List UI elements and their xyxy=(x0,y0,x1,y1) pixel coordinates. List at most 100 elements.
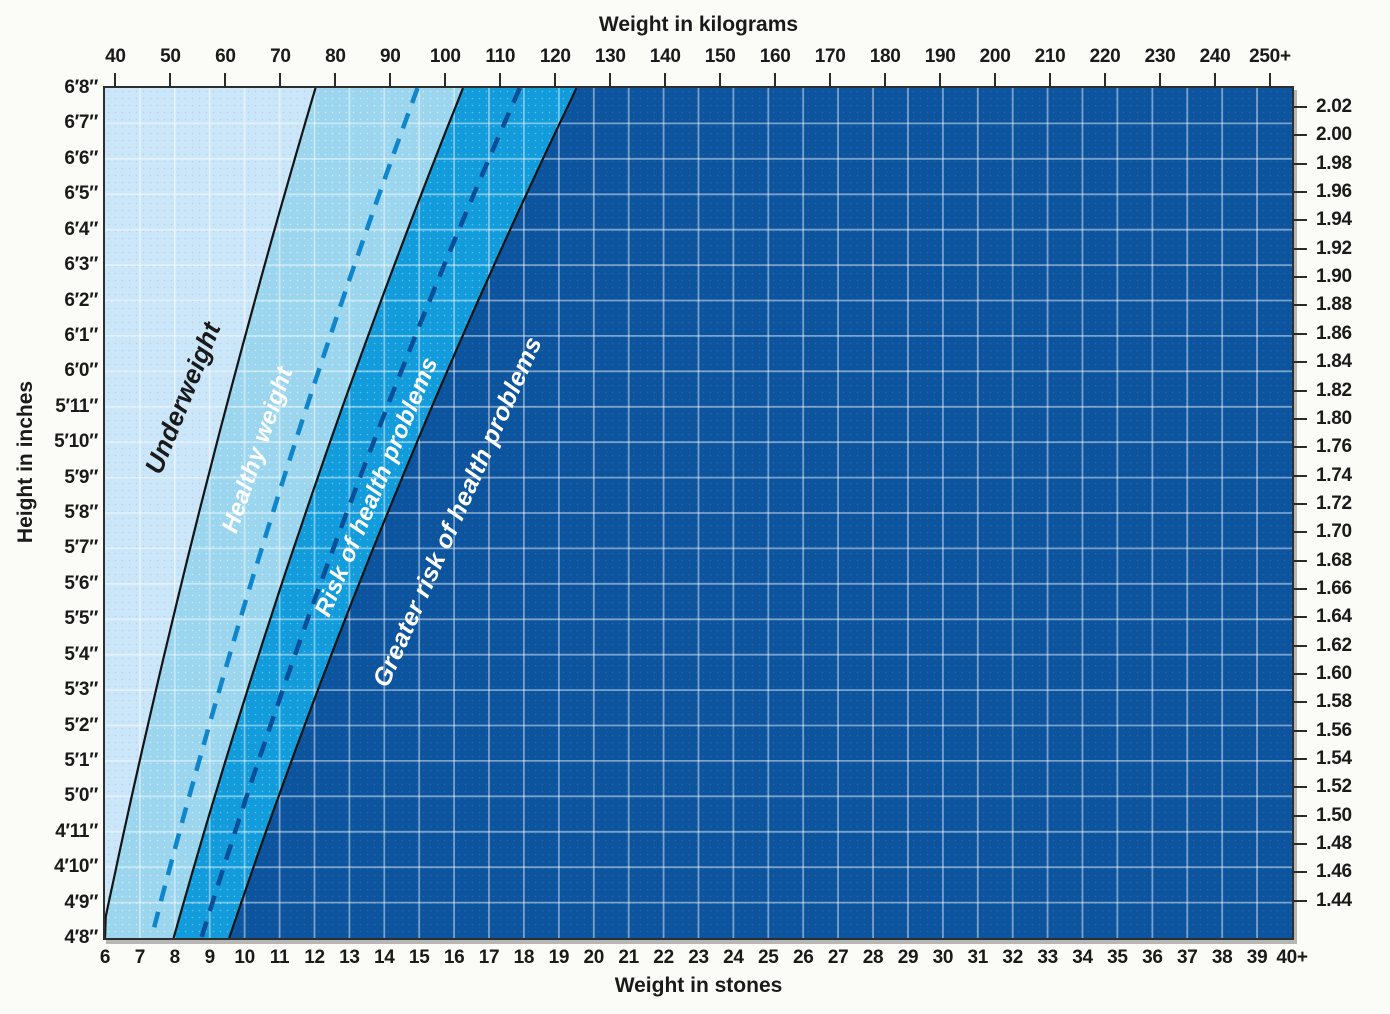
meters-tickmark xyxy=(1294,843,1307,846)
kg-tickmark xyxy=(884,73,887,88)
bottom-axis-title: Weight in stones xyxy=(614,974,783,997)
height-meters-tick-label: 1.68 xyxy=(1316,549,1352,571)
height-meters-tick-label: 1.62 xyxy=(1316,634,1352,656)
stone-tick-label: 22 xyxy=(653,947,674,968)
stone-tick-label: 8 xyxy=(169,947,181,968)
kg-tick-label: 210 xyxy=(1034,46,1066,67)
kg-tickmark xyxy=(554,73,557,88)
kg-tickmark xyxy=(1268,73,1271,88)
stone-tick-label: 39 xyxy=(1246,947,1268,968)
height-inches-tick-label: 4′11″ xyxy=(55,820,98,842)
kg-tickmark xyxy=(1159,73,1161,88)
kg-tick-label: 200 xyxy=(979,46,1011,67)
kg-tick-label: 230 xyxy=(1144,46,1176,67)
kg-tick-label: 50 xyxy=(160,46,181,67)
meters-tickmark xyxy=(1294,616,1307,619)
grid-lines xyxy=(105,88,1292,938)
height-inches-tick-label: 5′3″ xyxy=(64,679,98,701)
zone-risk-of-health-problems xyxy=(173,88,577,938)
height-meters-tick-label: 1.76 xyxy=(1316,436,1352,458)
height-meters-tick-label: 1.92 xyxy=(1316,237,1352,259)
stone-tick-label: 17 xyxy=(478,947,500,968)
height-meters-tick-label: 1.86 xyxy=(1316,322,1352,344)
meters-tickmark xyxy=(1294,673,1307,675)
height-inches-tick-label: 6′4″ xyxy=(64,218,98,240)
height-inches-tick-label: 5′1″ xyxy=(64,749,98,771)
kg-tickmark xyxy=(774,73,777,88)
meters-tickmark xyxy=(1294,502,1307,505)
height-inches-tick-label: 5′10″ xyxy=(54,431,98,453)
stone-tick-label: 33 xyxy=(1037,947,1058,968)
height-meters-tick-label: 1.90 xyxy=(1316,266,1352,288)
height-meters-tick-label: 1.52 xyxy=(1316,776,1352,798)
height-inches-tick-label: 6′8″ xyxy=(64,77,98,98)
height-meters-tick-label: 1.80 xyxy=(1316,407,1352,429)
stone-tick-label: 29 xyxy=(897,947,919,968)
height-meters-tick-label: 1.70 xyxy=(1316,521,1352,543)
kg-tick-label: 250+ xyxy=(1249,46,1291,67)
height-inches-tick-label: 5′6″ xyxy=(64,572,98,594)
height-inches-tick-label: 6′7″ xyxy=(64,112,98,134)
height-inches-tick-label: 4′10″ xyxy=(54,856,98,878)
height-meters-tick-label: 1.60 xyxy=(1316,663,1352,684)
stone-tick-label: 24 xyxy=(723,947,744,968)
height-inches-tick-label: 5′0″ xyxy=(64,785,98,807)
meters-tickmark xyxy=(1294,219,1307,222)
kg-tickmark xyxy=(389,73,392,88)
plot-area xyxy=(105,88,1292,938)
height-meters-tick-label: 1.84 xyxy=(1316,351,1352,373)
meters-tickmark xyxy=(1294,304,1307,307)
stone-tick-label: 15 xyxy=(408,947,430,968)
kg-tick-label: 40 xyxy=(105,46,126,67)
meters-tickmark xyxy=(1294,871,1307,874)
top-axis-title: Weight in kilograms xyxy=(598,13,799,36)
height-meters-tick-label: 1.44 xyxy=(1316,889,1352,911)
height-meters-tick-label: 1.66 xyxy=(1316,577,1352,599)
boundary-bmi-25-line xyxy=(172,88,465,938)
height-inches-tick-label: 5′5″ xyxy=(64,608,98,630)
meters-tickmark xyxy=(1294,247,1307,250)
kg-tickmark xyxy=(444,73,447,88)
stone-tick-label: 34 xyxy=(1072,947,1093,968)
stone-tick-label: 35 xyxy=(1107,947,1128,968)
kg-tickmark xyxy=(1104,73,1107,88)
height-inches-tick-label: 6′0″ xyxy=(64,360,98,382)
kg-tick-label: 220 xyxy=(1089,46,1121,67)
stone-tick-label: 23 xyxy=(688,947,709,968)
kg-tick-label: 140 xyxy=(649,46,681,67)
kg-tickmark xyxy=(334,73,337,88)
meters-tickmark xyxy=(1294,701,1307,704)
kg-tick-label: 240 xyxy=(1199,46,1231,67)
stone-tick-label: 38 xyxy=(1211,947,1233,968)
meters-tickmark xyxy=(1294,786,1307,789)
stone-tick-label: 36 xyxy=(1142,947,1163,968)
zone-greater-risk-of-health-problems xyxy=(229,88,1292,938)
height-inches-tick-label: 5′7″ xyxy=(64,537,98,559)
meters-tickmark xyxy=(1294,531,1307,534)
kg-tickmark xyxy=(609,73,612,88)
kg-tick-label: 170 xyxy=(814,46,846,67)
height-meters-tick-label: 1.96 xyxy=(1316,181,1352,203)
stone-tick-label: 11 xyxy=(269,947,290,968)
meters-tickmark xyxy=(1294,814,1307,817)
meters-tickmark xyxy=(1294,361,1307,364)
meters-tickmark xyxy=(1294,276,1307,279)
height-meters-tick-label: 1.88 xyxy=(1316,294,1352,316)
height-inches-tick-label: 4′9″ xyxy=(64,891,98,913)
height-meters-tick-label: 1.54 xyxy=(1316,748,1352,770)
stone-tick-label: 21 xyxy=(618,947,639,968)
left-axis-title: Height in inches xyxy=(14,380,37,544)
kg-tickmark xyxy=(939,73,942,88)
dashed-bmi-23-line xyxy=(149,88,420,938)
height-inches-tick-label: 6′1″ xyxy=(64,324,98,346)
kg-tickmark xyxy=(114,73,117,88)
meters-tickmark xyxy=(1294,559,1307,562)
meters-tickmark xyxy=(1294,729,1307,732)
meters-tickmark xyxy=(1294,134,1307,137)
height-inches-tick-label: 6′5″ xyxy=(64,183,98,205)
kg-tickmark xyxy=(719,73,722,88)
height-inches-tick-label: 5′9″ xyxy=(64,466,98,488)
kg-tickmark xyxy=(829,73,832,88)
meters-tickmark xyxy=(1294,162,1307,165)
stone-tick-label: 32 xyxy=(1002,947,1023,968)
